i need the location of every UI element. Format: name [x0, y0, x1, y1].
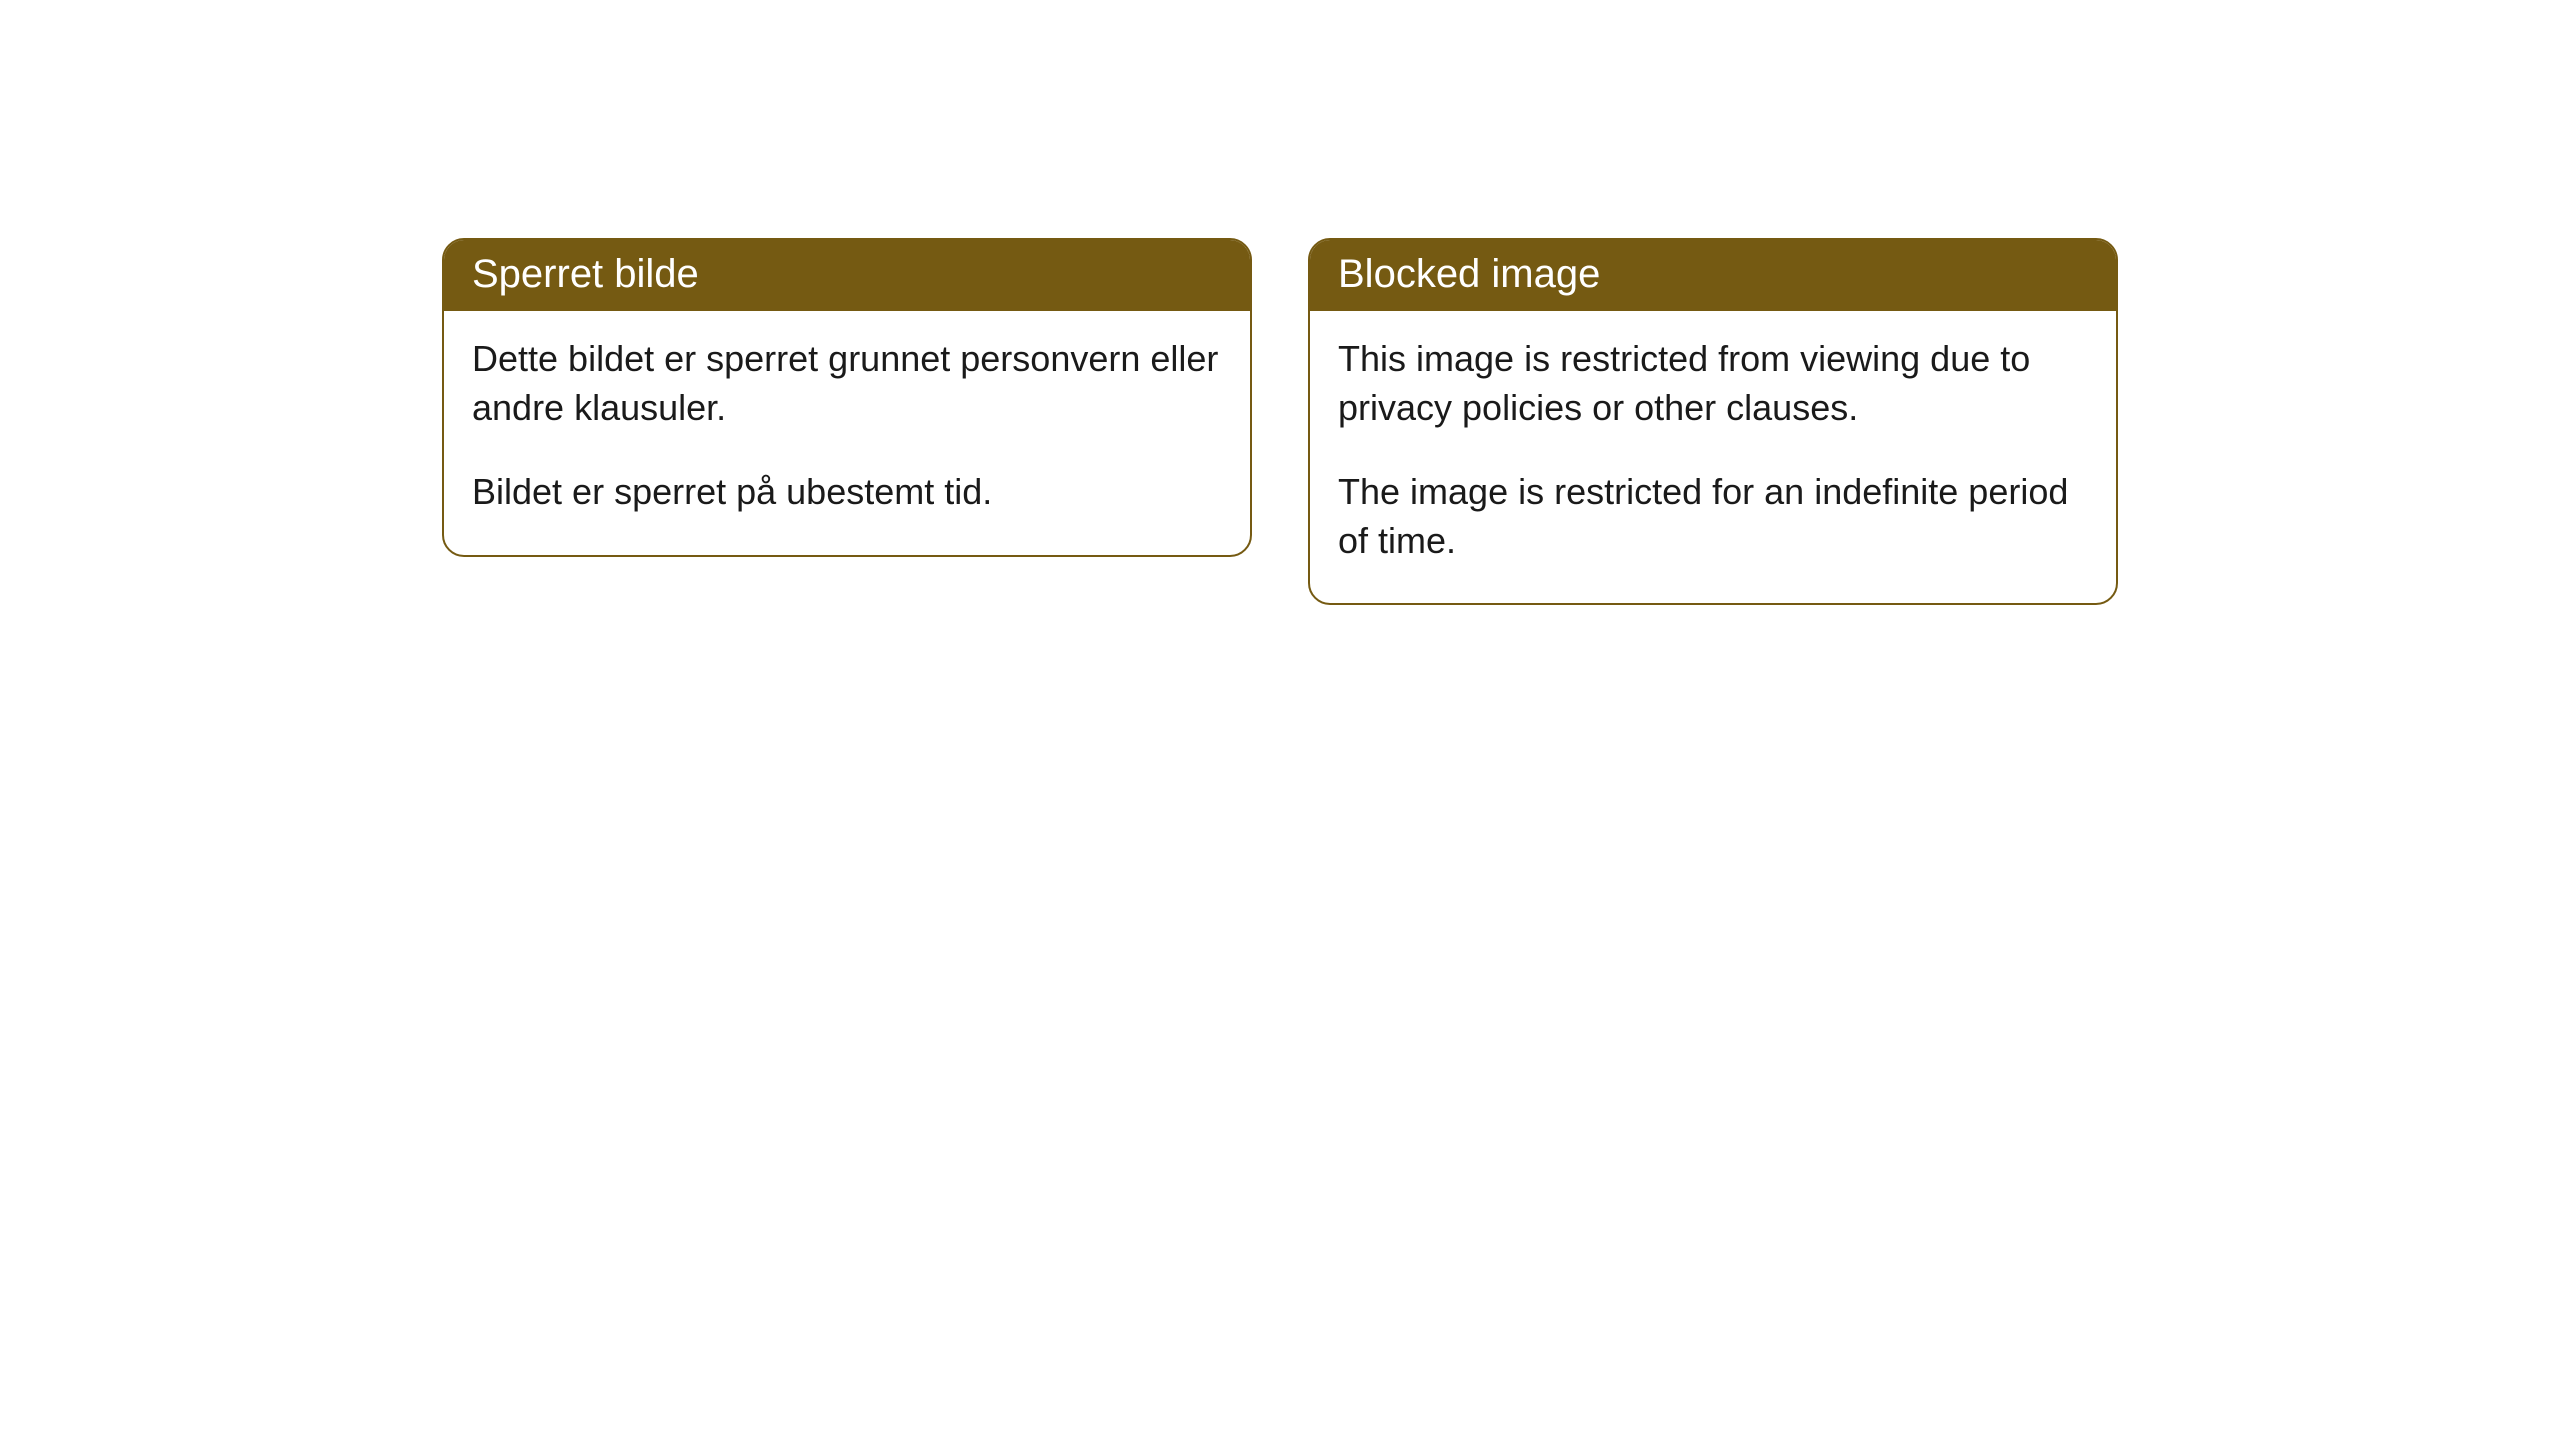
card-header: Blocked image — [1310, 240, 2116, 311]
card-body: This image is restricted from viewing du… — [1310, 311, 2116, 603]
notice-card-norwegian: Sperret bilde Dette bildet er sperret gr… — [442, 238, 1252, 557]
card-title: Sperret bilde — [472, 252, 699, 296]
notice-cards-container: Sperret bilde Dette bildet er sperret gr… — [442, 238, 2118, 1440]
card-paragraph-1: This image is restricted from viewing du… — [1338, 335, 2088, 432]
card-paragraph-1: Dette bildet er sperret grunnet personve… — [472, 335, 1222, 432]
card-body: Dette bildet er sperret grunnet personve… — [444, 311, 1250, 555]
card-paragraph-2: Bildet er sperret på ubestemt tid. — [472, 468, 1222, 517]
notice-card-english: Blocked image This image is restricted f… — [1308, 238, 2118, 605]
card-title: Blocked image — [1338, 252, 1600, 296]
card-paragraph-2: The image is restricted for an indefinit… — [1338, 468, 2088, 565]
card-header: Sperret bilde — [444, 240, 1250, 311]
